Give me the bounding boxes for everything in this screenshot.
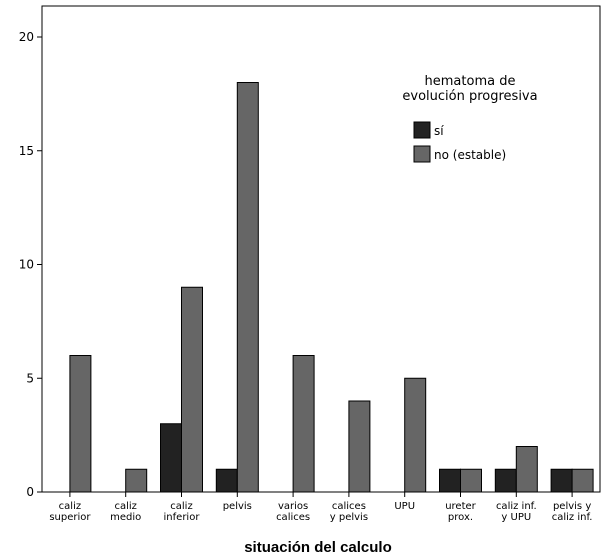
x-tick-label: medio xyxy=(110,512,141,523)
legend-swatch-si xyxy=(413,121,431,139)
x-tick-label: inferior xyxy=(164,512,201,523)
bar-no-0 xyxy=(69,355,92,493)
bar-no-7 xyxy=(460,468,482,493)
bar-si-9 xyxy=(550,468,573,493)
y-axis: 0 5 10 15 20 xyxy=(19,30,42,499)
y-tick-label: 0 xyxy=(26,485,34,499)
bar-no-9 xyxy=(571,468,594,493)
x-tick-label: varios xyxy=(278,501,308,512)
y-tick-label: 10 xyxy=(19,258,34,272)
x-tick-label: pelvis xyxy=(223,501,252,512)
x-tick-label: y UPU xyxy=(501,512,531,523)
legend-title: evolución progresiva xyxy=(402,89,537,104)
y-tick-label: 15 xyxy=(19,144,34,158)
x-tick-label: UPU xyxy=(394,501,415,512)
y-tick-label: 5 xyxy=(26,371,34,385)
x-tick-label: caliz inf. xyxy=(496,501,537,512)
bar-si-2 xyxy=(160,423,182,493)
x-axis-label: situación del calculo xyxy=(244,539,392,556)
bar-no-2 xyxy=(181,286,203,493)
bar-si-8 xyxy=(494,468,517,493)
y-tick-label: 20 xyxy=(19,30,34,44)
x-tick-label: caliz xyxy=(114,501,136,512)
legend-label-si: sí xyxy=(434,124,444,138)
x-tick-label: caliz xyxy=(170,501,192,512)
bar-no-4 xyxy=(292,355,315,493)
bar-no-8 xyxy=(515,446,538,493)
x-tick-label: prox. xyxy=(448,512,473,523)
bar-si-3 xyxy=(215,468,238,493)
bar-no-5 xyxy=(348,400,371,493)
bar-no-3 xyxy=(236,82,259,493)
legend-label-no: no (estable) xyxy=(434,148,506,162)
x-axis: calizsuperiorcalizmediocalizinferiorpelv… xyxy=(49,492,592,523)
x-tick-label: y pelvis xyxy=(330,512,368,523)
legend-title: hematoma de xyxy=(425,74,516,89)
legend-swatch-no xyxy=(413,145,431,163)
x-tick-label: pelvis y xyxy=(553,501,591,512)
bars xyxy=(69,82,594,493)
bar-no-1 xyxy=(125,468,148,493)
plot-border xyxy=(41,5,601,493)
bar-no-6 xyxy=(404,377,427,493)
bar-si-7 xyxy=(439,468,461,493)
x-tick-label: caliz inf. xyxy=(552,512,593,523)
x-tick-label: calices xyxy=(276,512,310,523)
plot-frame xyxy=(41,5,601,493)
x-tick-label: ureter xyxy=(445,501,476,512)
x-tick-label: caliz xyxy=(59,501,81,512)
x-tick-label: superior xyxy=(49,512,91,523)
x-tick-label: calices xyxy=(332,501,366,512)
